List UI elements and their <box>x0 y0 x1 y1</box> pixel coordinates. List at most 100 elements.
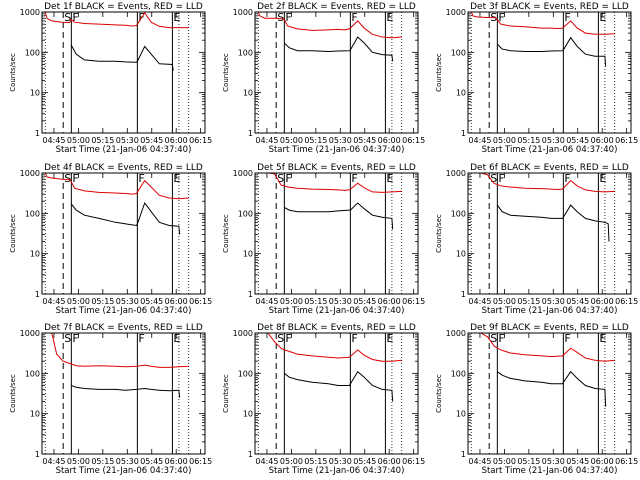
x-tick-label: 05:00 <box>280 457 303 466</box>
panel-title: Det 2f BLACK = Events, RED = LLD <box>257 2 416 12</box>
x-axis-label: Start Time (21-Jan-06 04:37:40) <box>269 466 405 476</box>
panel-title: Det 7f BLACK = Events, RED = LLD <box>44 323 203 333</box>
marker-label: F <box>564 11 570 24</box>
x-tick-label: 05:00 <box>67 457 90 466</box>
y-tick-label: 100 <box>451 209 466 218</box>
x-tick-label: 05:30 <box>116 457 139 466</box>
x-tick-label: 06:15 <box>402 136 425 145</box>
x-tick-label: 04:45 <box>255 297 278 306</box>
y-axis-label: Counts/sec <box>435 53 443 92</box>
x-tick-label: 04:45 <box>468 297 491 306</box>
marker-label: F <box>285 11 291 24</box>
marker-label: F <box>351 332 357 345</box>
x-tick-label: 05:45 <box>353 136 376 145</box>
x-tick-label: 04:45 <box>42 136 65 145</box>
panel-title: Det 4f BLACK = Events, RED = LLD <box>44 163 203 173</box>
series-lld-line <box>45 333 189 368</box>
x-tick-label: 05:30 <box>542 297 565 306</box>
series-lld-line <box>258 173 402 193</box>
x-tick-label: 05:45 <box>140 297 163 306</box>
y-axis-label: Counts/sec <box>222 214 230 253</box>
x-tick-label: 05:00 <box>493 136 516 145</box>
x-axis-label: Start Time (21-Jan-06 04:37:40) <box>482 145 618 155</box>
x-tick-label: 05:45 <box>566 297 589 306</box>
y-tick-label: 1000 <box>446 329 466 338</box>
y-tick-label: 10 <box>243 410 253 419</box>
x-tick-label: 05:00 <box>67 136 90 145</box>
y-tick-label: 10 <box>30 250 40 259</box>
y-axis-label: Counts/sec <box>435 214 443 253</box>
x-axis-label: Start Time (21-Jan-06 04:37:40) <box>482 466 618 476</box>
marker-label: F <box>138 332 144 345</box>
panel-title: Det 1f BLACK = Events, RED = LLD <box>44 2 203 12</box>
x-tick-label: 06:00 <box>591 297 614 306</box>
x-tick-label: 05:00 <box>493 457 516 466</box>
x-tick-label: 05:00 <box>280 136 303 145</box>
plot-frame <box>254 332 419 455</box>
y-tick-label: 1 <box>35 450 40 459</box>
y-axis-label: Counts/sec <box>9 374 17 413</box>
y-tick-label: 100 <box>25 48 40 57</box>
y-tick-label: 100 <box>238 48 253 57</box>
panel-title: Det 9f BLACK = Events, RED = LLD <box>470 323 629 333</box>
y-tick-label: 1 <box>248 129 253 138</box>
x-tick-label: 05:15 <box>517 136 540 145</box>
y-tick-label: 1 <box>461 290 466 299</box>
y-tick-label: 10 <box>243 89 253 98</box>
marker-label: S <box>277 332 284 345</box>
x-tick-label: 05:45 <box>140 457 163 466</box>
panel-title: Det 8f BLACK = Events, RED = LLD <box>257 323 416 333</box>
x-tick-label: 05:30 <box>329 136 352 145</box>
series-events-line <box>496 204 610 242</box>
y-tick-label: 10 <box>456 410 466 419</box>
x-tick-label: 05:45 <box>566 457 589 466</box>
series-lld-line <box>44 12 189 29</box>
marker-label: F <box>72 11 78 24</box>
y-tick-label: 10 <box>30 89 40 98</box>
x-tick-label: 05:15 <box>517 457 540 466</box>
x-tick-label: 05:15 <box>91 457 114 466</box>
x-tick-label: 06:15 <box>615 297 638 306</box>
marker-label: S <box>490 332 497 345</box>
marker-label: S <box>64 332 71 345</box>
y-tick-label: 100 <box>25 369 40 378</box>
y-tick-label: 1000 <box>446 169 466 178</box>
y-tick-label: 10 <box>456 89 466 98</box>
x-axis-label: Start Time (21-Jan-06 04:37:40) <box>269 145 405 155</box>
marker-label: S <box>490 172 497 185</box>
series-lld-line <box>258 333 402 362</box>
series-lld-line <box>470 12 615 35</box>
x-axis-label: Start Time (21-Jan-06 04:37:40) <box>56 306 192 316</box>
marker-label: F <box>72 172 78 185</box>
y-axis-label: Counts/sec <box>9 53 17 92</box>
x-tick-label: 05:15 <box>304 457 327 466</box>
y-tick-label: 100 <box>25 209 40 218</box>
marker-label: F <box>498 11 504 24</box>
marker-label: E <box>173 11 180 24</box>
y-tick-label: 10 <box>456 250 466 259</box>
y-tick-label: 1 <box>461 450 466 459</box>
x-tick-label: 04:45 <box>255 457 278 466</box>
plot-frame <box>254 172 419 295</box>
x-tick-label: 05:45 <box>353 297 376 306</box>
y-tick-label: 100 <box>238 209 253 218</box>
marker-label: S <box>277 172 284 185</box>
x-tick-label: 05:00 <box>67 297 90 306</box>
x-tick-label: 06:00 <box>165 457 188 466</box>
x-axis-label: Start Time (21-Jan-06 04:37:40) <box>56 145 192 155</box>
x-tick-label: 05:45 <box>140 136 163 145</box>
marker-label: F <box>285 332 291 345</box>
marker-label: S <box>277 11 284 24</box>
marker-label: F <box>72 332 78 345</box>
y-tick-label: 1 <box>248 290 253 299</box>
marker-label: F <box>564 332 570 345</box>
x-tick-label: 04:45 <box>468 457 491 466</box>
panel-title: Det 5f BLACK = Events, RED = LLD <box>257 163 416 173</box>
marker-label: E <box>173 172 180 185</box>
plot-frame <box>467 332 632 455</box>
marker-label: S <box>64 172 71 185</box>
